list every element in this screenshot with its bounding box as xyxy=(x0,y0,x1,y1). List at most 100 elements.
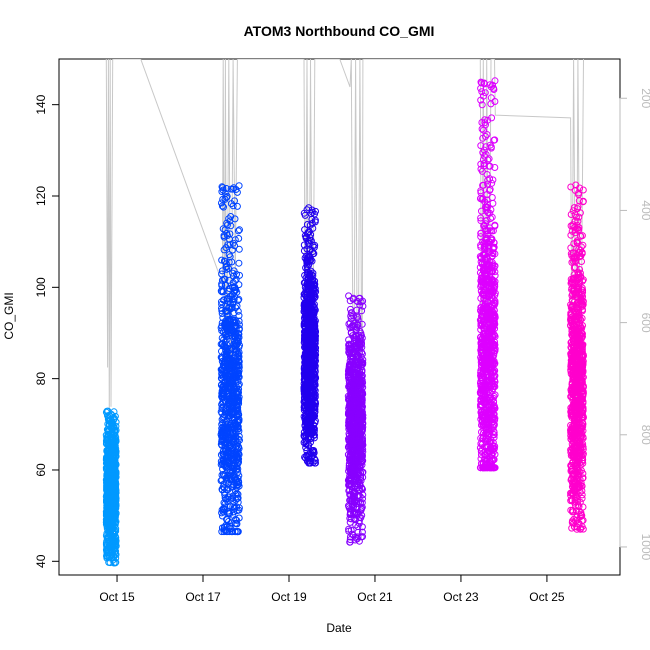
data-point xyxy=(219,186,227,194)
data-point xyxy=(234,446,242,454)
data-point xyxy=(229,202,237,210)
data-point xyxy=(219,184,227,192)
data-point xyxy=(218,307,226,315)
flight-series-4 xyxy=(344,292,367,546)
data-point xyxy=(218,282,226,290)
data-point xyxy=(229,366,236,373)
data-point xyxy=(218,202,226,210)
data-point xyxy=(223,486,231,494)
data-point xyxy=(235,380,243,388)
data-point xyxy=(231,393,239,401)
data-point xyxy=(109,497,117,505)
data-point xyxy=(234,498,242,506)
data-point xyxy=(234,397,242,405)
data-point xyxy=(221,523,228,531)
data-point xyxy=(235,182,243,190)
data-point xyxy=(231,443,239,451)
data-point xyxy=(221,275,229,283)
data-point xyxy=(232,379,240,387)
data-point xyxy=(112,438,120,446)
data-point xyxy=(105,465,113,473)
data-point xyxy=(231,197,238,205)
data-point xyxy=(235,317,243,325)
data-point xyxy=(103,407,111,415)
data-point xyxy=(234,227,242,235)
data-point xyxy=(221,338,229,346)
data-point xyxy=(112,433,120,441)
data-point xyxy=(227,464,235,471)
data-point xyxy=(219,450,227,458)
data-point xyxy=(221,494,229,502)
data-point xyxy=(219,383,227,391)
data-point xyxy=(104,513,112,520)
data-point xyxy=(111,452,119,460)
data-point xyxy=(487,94,495,102)
plot-frame xyxy=(58,58,621,576)
data-point xyxy=(225,457,233,465)
flight-series-2 xyxy=(217,182,243,536)
data-point xyxy=(228,456,236,464)
data-point xyxy=(218,509,226,517)
data-point xyxy=(223,192,231,200)
data-point xyxy=(218,300,226,308)
data-point xyxy=(218,199,225,207)
data-point xyxy=(228,428,236,436)
data-point xyxy=(225,509,233,517)
pressure-track-line xyxy=(105,59,584,469)
data-point xyxy=(235,245,243,253)
data-point xyxy=(225,493,233,501)
data-point xyxy=(231,242,239,250)
data-point xyxy=(226,317,234,325)
data-point xyxy=(235,235,243,242)
data-point xyxy=(218,267,226,275)
data-point xyxy=(225,414,233,422)
data-point xyxy=(233,371,241,379)
data-point xyxy=(218,366,226,374)
data-point xyxy=(110,423,118,431)
data-point xyxy=(234,337,241,344)
data-point xyxy=(220,413,228,421)
data-point xyxy=(106,529,114,537)
data-point xyxy=(230,432,238,440)
data-point xyxy=(217,287,225,295)
data-point xyxy=(229,279,237,287)
data-point xyxy=(232,322,240,330)
data-point xyxy=(219,365,227,372)
data-point xyxy=(218,183,226,191)
data-point xyxy=(235,259,243,267)
data-point xyxy=(224,330,232,338)
flight-series-1 xyxy=(102,407,120,567)
data-point xyxy=(105,431,112,439)
data-point xyxy=(236,226,243,234)
data-point xyxy=(222,521,230,529)
data-point xyxy=(109,556,117,564)
data-point xyxy=(230,475,238,483)
data-point xyxy=(220,246,228,254)
data-point xyxy=(223,355,231,363)
data-point xyxy=(102,512,110,520)
data-point xyxy=(108,418,116,426)
data-point xyxy=(227,305,235,313)
data-point xyxy=(231,316,239,324)
data-point xyxy=(106,478,114,486)
data-point xyxy=(222,244,230,252)
data-point xyxy=(105,485,113,493)
data-point xyxy=(222,433,230,441)
data-point xyxy=(112,547,120,555)
data-point xyxy=(222,185,230,192)
data-point xyxy=(218,471,226,479)
data-point xyxy=(232,496,240,504)
data-point xyxy=(233,188,241,196)
data-point xyxy=(233,503,241,511)
data-point xyxy=(109,508,117,516)
flight-series-6 xyxy=(567,181,587,533)
flight-series-3 xyxy=(300,204,320,467)
points-layer xyxy=(102,77,587,567)
data-point xyxy=(219,460,226,467)
data-point xyxy=(225,258,233,266)
data-point xyxy=(218,476,226,484)
data-point xyxy=(226,398,233,406)
data-point xyxy=(218,374,226,382)
